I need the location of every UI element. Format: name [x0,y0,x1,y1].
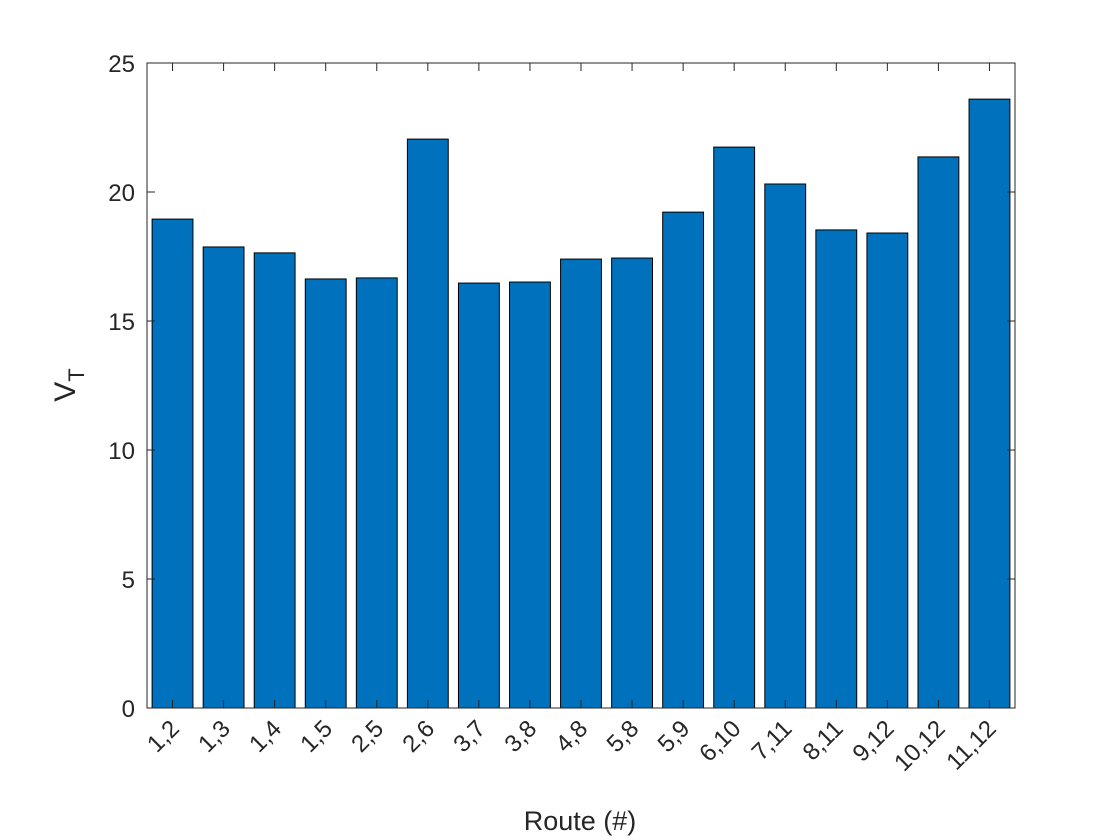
bar [457,282,500,709]
x-tick-label: 1,3 [193,715,236,758]
x-tick-label: 3,8 [499,715,542,758]
x-tick-label: 7,11 [747,715,798,766]
y-tick-label: 0 [122,696,135,723]
bar [866,232,909,709]
y-tick-label: 25 [108,51,135,78]
x-tick-label: 2,5 [346,715,389,758]
bar [662,211,705,709]
bar [968,98,1011,709]
bar [202,246,245,709]
x-tick-label: 11,12 [941,715,1001,775]
bar [406,138,449,709]
y-tick-label: 20 [108,180,135,207]
bar [509,281,551,709]
y-axis-label-group: VT [49,368,89,401]
bar [764,183,807,709]
axes-box [146,62,1016,709]
bar [611,257,653,709]
x-tick-label: 4,8 [551,715,594,758]
y-tick-label: 10 [108,438,135,465]
y-tick-label: 15 [108,309,135,336]
x-tick-label: 10,12 [889,715,951,777]
bar [304,278,347,709]
y-axis-label-subscript: T [64,368,89,381]
x-tick-label: 1,5 [295,715,338,758]
x-tick-label: 5,8 [602,715,645,758]
bar [560,258,602,709]
y-axis-label-main: V [49,382,82,402]
x-tick-label: 3,7 [448,715,491,758]
bar [815,229,858,709]
bar [355,277,398,709]
x-tick-label: 5,9 [653,715,696,758]
x-tick-label: 6,10 [694,715,746,767]
bar [151,218,194,709]
x-tick-label: 1,4 [244,715,287,758]
bar [713,146,756,709]
y-tick-label: 5 [122,567,135,594]
bar [253,252,296,709]
x-tick-label: 8,11 [798,715,849,766]
x-tick-label: 1,2 [142,715,185,758]
x-tick-label: 2,6 [397,715,440,758]
x-axis-label: Route (#) [524,806,637,836]
y-axis-label: VT [49,368,89,401]
bar [917,156,960,709]
